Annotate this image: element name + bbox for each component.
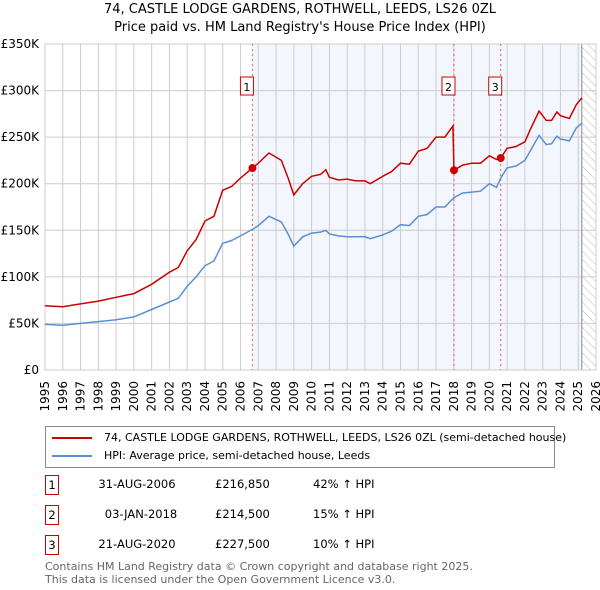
x-tick-label: 2020 — [482, 381, 496, 412]
sale-price: £227,500 — [215, 537, 270, 551]
x-tick-label: 2000 — [127, 381, 141, 412]
legend: 74, CASTLE LODGE GARDENS, ROTHWELL, LEED… — [45, 426, 566, 468]
sale-marker-box: 2 — [45, 505, 59, 525]
x-tick-label: 2012 — [340, 381, 354, 412]
y-tick-label: £50K — [8, 316, 40, 330]
x-tick-label: 2006 — [234, 381, 248, 412]
x-tick-label: 2017 — [429, 381, 443, 412]
legend-item-hpi: HPI: Average price, semi-detached house,… — [52, 448, 370, 464]
forecast-hatch — [581, 44, 596, 370]
x-tick-label: 2009 — [287, 381, 301, 412]
sale-hpi: 42% ↑ HPI — [313, 477, 375, 491]
x-tick-label: 2018 — [447, 381, 461, 412]
x-tick-label: 2013 — [358, 381, 372, 412]
x-tick-label: 2026 — [589, 381, 600, 412]
footer-copyright: Contains HM Land Registry data © Crown c… — [45, 560, 473, 573]
x-tick-label: 2022 — [518, 381, 532, 412]
y-tick-label: £150K — [1, 223, 41, 237]
sale-hpi: 10% ↑ HPI — [313, 537, 375, 551]
x-tick-label: 1997 — [74, 381, 88, 412]
sale-price: £214,500 — [215, 507, 270, 521]
sale-label-box — [239, 76, 254, 96]
x-tick-label: 2019 — [465, 381, 479, 412]
legend-label-hpi: HPI: Average price, semi-detached house,… — [104, 449, 371, 462]
plot-border — [44, 43, 597, 371]
sale-date: 21-AUG-2020 — [98, 537, 176, 551]
y-tick-label: £350K — [1, 37, 41, 51]
y-tick-label: £250K — [1, 130, 41, 144]
chart-subtitle: Price paid vs. HM Land Registry's House … — [114, 20, 486, 35]
x-tick-label: 2023 — [536, 381, 550, 412]
footer: Contains HM Land Registry data © Crown c… — [45, 560, 473, 586]
y-tick-label: £0 — [24, 363, 39, 377]
sale-hpi: 15% ↑ HPI — [313, 507, 375, 521]
x-tick-label: 2004 — [198, 381, 212, 412]
x-tick-label: 2010 — [305, 381, 319, 412]
x-tick-label: 1998 — [91, 381, 105, 412]
legend-label-property: 74, CASTLE LODGE GARDENS, ROTHWELL, LEED… — [104, 431, 567, 444]
x-tick-label: 2007 — [251, 381, 265, 412]
sale-marker-box: 3 — [45, 535, 59, 555]
sale-date: 03-JAN-2018 — [104, 507, 178, 521]
x-tick-label: 1996 — [56, 381, 70, 412]
sale-label: 3 — [492, 81, 499, 94]
sale-label: 1 — [243, 81, 250, 94]
footer-licence: This data is licensed under the Open Gov… — [45, 573, 396, 586]
legend-swatch-red — [52, 437, 92, 439]
x-tick-label: 2014 — [376, 381, 390, 412]
x-tick-label: 2011 — [322, 381, 336, 412]
chart-title: 74, CASTLE LODGE GARDENS, ROTHWELL, LEED… — [103, 2, 497, 17]
hpi-line — [44, 122, 583, 327]
x-tick-label: 2005 — [216, 381, 230, 412]
x-tick-label: 1995 — [38, 381, 52, 412]
sale-label: 2 — [445, 81, 452, 94]
shaded-ownership-region — [252, 44, 581, 370]
x-tick-label: 2008 — [269, 381, 283, 412]
legend-item-property: 74, CASTLE LODGE GARDENS, ROTHWELL, LEED… — [52, 430, 566, 446]
x-tick-label: 2002 — [162, 381, 176, 412]
x-tick-label: 2016 — [411, 381, 425, 412]
sale-point — [449, 166, 458, 175]
sale-price: £216,850 — [215, 477, 270, 491]
sale-date: 31-AUG-2006 — [98, 477, 176, 491]
x-tick-label: 2025 — [571, 381, 585, 412]
x-tick-label: 2001 — [145, 381, 159, 412]
x-tick-label: 1999 — [109, 381, 123, 412]
sale-point — [496, 154, 505, 163]
sale-label-box — [488, 76, 503, 96]
y-tick-label: £200K — [1, 177, 41, 191]
legend-swatch-blue — [52, 455, 92, 457]
x-tick-label: 2024 — [553, 381, 567, 412]
sale-point — [248, 164, 257, 173]
x-tick-label: 2021 — [500, 381, 514, 412]
x-tick-label: 2003 — [180, 381, 194, 412]
x-tick-label: 2015 — [393, 381, 407, 412]
property-price-line — [44, 97, 583, 308]
y-tick-label: £100K — [1, 270, 41, 284]
sale-marker-box: 1 — [45, 475, 59, 495]
sale-label-box — [441, 76, 456, 96]
y-tick-label: £300K — [1, 84, 41, 98]
